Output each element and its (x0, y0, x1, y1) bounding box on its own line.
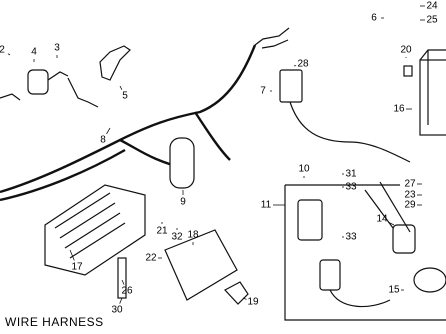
callout-label: 17 (71, 262, 83, 273)
callout-label: 15 (388, 285, 400, 296)
leader-line (7, 53, 11, 56)
callout-label: 4 (31, 47, 37, 58)
callout-label: 10 (298, 164, 310, 175)
callout-label: 28 (297, 59, 309, 70)
callout-label: 11 (261, 200, 272, 211)
callout-label: 6 (371, 13, 377, 24)
callout-label: 3 (54, 43, 60, 54)
part-drawings (0, 27, 446, 321)
callout-label: 24 (426, 1, 438, 12)
leader-line (69, 249, 75, 261)
diagram-title: WIRE HARNESS (5, 315, 104, 329)
callout-label: 22 (145, 253, 157, 264)
callout-label: 16 (393, 104, 405, 115)
callout-label: 25 (426, 15, 438, 26)
callout-label: 33 (345, 232, 357, 243)
callout-label: 7 (260, 86, 266, 97)
callout-label: 20 (400, 45, 412, 56)
leader-line (106, 127, 111, 135)
callout-label: 8 (100, 135, 106, 146)
callout-label: 9 (180, 197, 186, 208)
leader-line (121, 279, 125, 285)
leader-line (119, 85, 123, 90)
callout-label: 29 (404, 200, 416, 211)
leader-line (119, 297, 123, 304)
callout-label: 21 (156, 226, 168, 237)
callout-label: 31 (345, 169, 357, 180)
callout-label: 14 (376, 214, 388, 225)
leader-line (242, 297, 247, 300)
callout-label: 32 (171, 232, 183, 243)
callout-label: 5 (122, 91, 128, 102)
callout-label: 23 (404, 190, 416, 201)
callout-label: 26 (121, 286, 133, 297)
callout-label: 30 (111, 305, 123, 316)
callout-label: 2 (0, 45, 5, 56)
callout-label: 33 (345, 182, 357, 193)
callout-label: 19 (247, 297, 259, 308)
leader-line (388, 221, 395, 226)
callout-label: 18 (187, 230, 199, 241)
callout-label: 27 (404, 179, 416, 190)
